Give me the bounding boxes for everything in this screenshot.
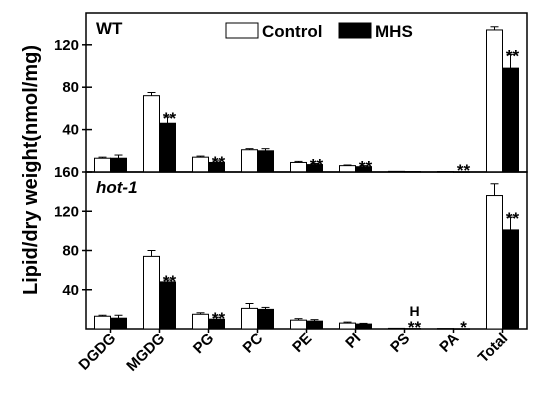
significance-marker: ** xyxy=(359,158,373,177)
legend-swatch-mhs xyxy=(338,22,372,39)
control-bar-pc xyxy=(241,307,258,330)
significance-marker-h: H xyxy=(409,303,419,319)
legend-swatch-control xyxy=(225,22,259,39)
y-tick-label: 120 xyxy=(54,203,79,220)
x-category-label: PA xyxy=(436,330,462,356)
mhs-bar-pc xyxy=(257,150,274,173)
significance-marker: ** xyxy=(163,109,177,128)
control-bar-pc xyxy=(241,149,258,173)
mhs-bar-total xyxy=(502,229,519,330)
control-bar-mgdg xyxy=(143,95,160,173)
y-tick-label: 80 xyxy=(62,79,79,96)
control-bar-pi xyxy=(339,322,356,330)
control-bar-pe xyxy=(290,319,307,330)
control-bar-dgdg xyxy=(94,315,111,330)
control-bar-total xyxy=(486,29,503,173)
mhs-bar-pi xyxy=(355,323,372,330)
control-bar-pa xyxy=(437,328,454,330)
x-category-label: PE xyxy=(289,330,315,356)
significance-marker: ** xyxy=(506,46,520,65)
significance-marker: ** xyxy=(163,272,177,291)
mhs-bar-total xyxy=(502,67,519,173)
control-bar-pg xyxy=(192,313,209,330)
y-tick-label: 160 xyxy=(54,164,79,181)
control-bar-pe xyxy=(290,161,307,173)
x-category-label: MGDG xyxy=(123,330,168,375)
mhs-bar-dgdg xyxy=(110,157,127,173)
y-axis-label: Lipid/dry weight(nmol/mg) xyxy=(20,45,42,295)
significance-marker: ** xyxy=(408,318,422,337)
x-category-label: PC xyxy=(240,330,267,357)
legend-label-mhs: MHS xyxy=(375,22,413,41)
y-tick-label: 40 xyxy=(62,282,79,299)
x-category-label: PI xyxy=(342,330,364,352)
y-tick-label: 80 xyxy=(62,243,79,260)
significance-marker: ** xyxy=(506,209,520,228)
control-bar-ps xyxy=(388,327,405,330)
mhs-bar-pc xyxy=(257,308,274,330)
legend-label-control: Control xyxy=(262,22,322,41)
y-tick-label: 120 xyxy=(54,37,79,54)
x-category-label: DGDG xyxy=(75,330,119,374)
control-bar-dgdg xyxy=(94,157,111,173)
significance-marker: ** xyxy=(212,309,226,328)
panel-2-title: hot-1 xyxy=(96,178,138,197)
mhs-bar-mgdg xyxy=(159,122,176,173)
mhs-bar-ps xyxy=(404,328,421,330)
significance-marker: ** xyxy=(212,153,226,172)
control-bar-total xyxy=(486,195,503,330)
x-category-label: PG xyxy=(190,330,217,357)
control-bar-mgdg xyxy=(143,255,160,330)
control-bar-pi xyxy=(339,165,356,173)
significance-marker: * xyxy=(460,318,467,337)
mhs-bar-pe xyxy=(306,320,323,330)
significance-marker: ** xyxy=(310,156,324,175)
x-category-label: Total xyxy=(475,330,512,367)
significance-marker: ** xyxy=(457,161,471,180)
panel-1-title: WT xyxy=(96,19,123,38)
y-tick-label: 40 xyxy=(62,122,79,139)
control-bar-pg xyxy=(192,156,209,173)
mhs-bar-dgdg xyxy=(110,317,127,330)
